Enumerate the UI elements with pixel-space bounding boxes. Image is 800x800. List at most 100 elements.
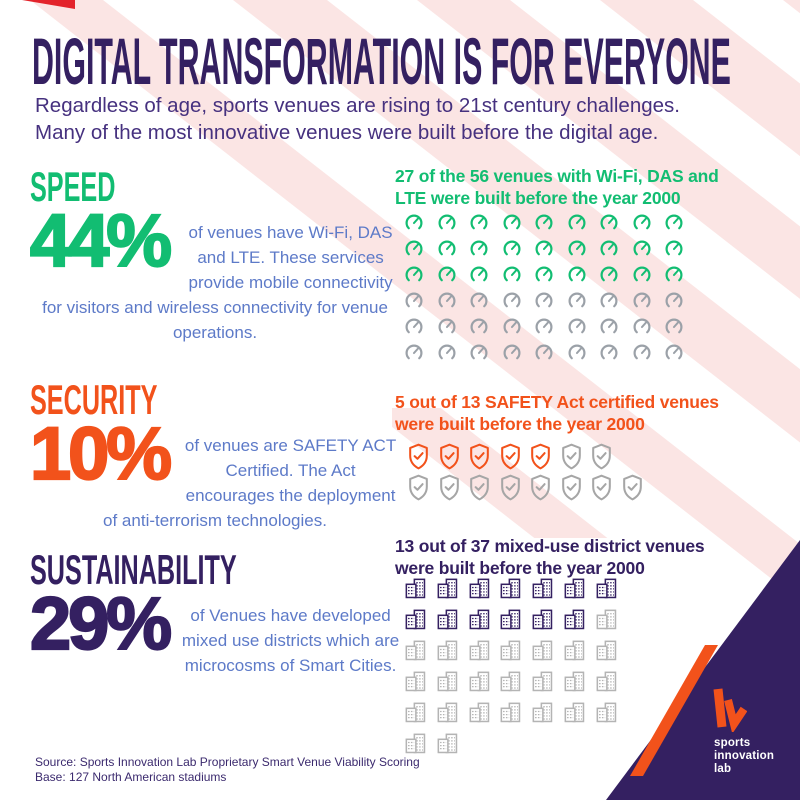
gauge-icon [567, 266, 587, 284]
building-icon [499, 671, 522, 692]
gauge-icon [502, 318, 522, 336]
building-icon [468, 609, 491, 630]
building-icon [531, 702, 554, 723]
building-icon [436, 702, 459, 723]
building-icon [563, 702, 586, 723]
gauge-icon [404, 240, 424, 258]
building-icon [404, 640, 427, 661]
gauge-icon [632, 214, 652, 232]
gauge-icon [502, 214, 522, 232]
gauge-icon [567, 344, 587, 362]
source-note: Source: Sports Innovation Lab Proprietar… [35, 755, 420, 785]
gauge-icon [469, 344, 489, 362]
gauge-icon [469, 292, 489, 310]
gauge-icon [599, 240, 619, 258]
building-icon [468, 640, 491, 661]
gauge-icon [599, 318, 619, 336]
sports-innovation-lab-logo-icon [711, 686, 748, 737]
building-icon [531, 578, 554, 599]
building-icon [595, 671, 618, 692]
building-icon [595, 578, 618, 599]
sustainability-heading: SUSTAINABILITY [30, 546, 237, 593]
red-corner-accent [22, 0, 75, 9]
gauge-icon [599, 292, 619, 310]
building-icon [436, 578, 459, 599]
gauge-icon [632, 344, 652, 362]
gauge-icon [437, 344, 457, 362]
gauge-icon [599, 266, 619, 284]
gauge-icon [534, 266, 554, 284]
building-icon [468, 578, 491, 599]
logo-line-2: innovation [714, 750, 775, 762]
gauge-icon [469, 214, 489, 232]
building-icon [499, 578, 522, 599]
shield-icon [407, 443, 430, 470]
shield-icon [590, 474, 613, 501]
shield-icon [438, 474, 461, 501]
building-icon [595, 609, 618, 630]
gauge-icon [404, 266, 424, 284]
building-icon [404, 671, 427, 692]
security-grid-caption: 5 out of 13 SAFETY Act certified venues … [395, 392, 719, 434]
gauge-icon [404, 344, 424, 362]
building-icon [404, 578, 427, 599]
shield-icon [468, 474, 491, 501]
sustainability-description: of Venues have developed mixed use distr… [181, 606, 400, 675]
gauge-icon [534, 318, 554, 336]
gauge-icon [567, 318, 587, 336]
building-icon [436, 609, 459, 630]
gauge-icon [534, 344, 554, 362]
building-icon [404, 702, 427, 723]
building-icon [563, 671, 586, 692]
shield-icon [590, 443, 613, 470]
building-icon [499, 609, 522, 630]
building-icon [563, 578, 586, 599]
logo-line-1: sports [714, 737, 751, 749]
page-subtitle: Regardless of age, sports venues are ris… [35, 92, 780, 146]
gauge-icon [404, 318, 424, 336]
shield-icon [499, 474, 522, 501]
building-icon [499, 640, 522, 661]
gauge-icon [502, 240, 522, 258]
shield-icon [438, 443, 461, 470]
subtitle-line-2: Many of the most innovative venues were … [35, 121, 659, 144]
building-icon [563, 640, 586, 661]
gauge-icon [632, 266, 652, 284]
building-icon [436, 733, 459, 754]
shield-icon [560, 443, 583, 470]
shield-icon [468, 443, 491, 470]
page-title: DIGITAL TRANSFORMATION IS FOR EVERYONE [32, 24, 731, 98]
gauge-icon [632, 318, 652, 336]
building-icon [563, 609, 586, 630]
gauge-icon [567, 240, 587, 258]
gauge-icon [664, 266, 684, 284]
building-icon [468, 702, 491, 723]
building-icon [499, 702, 522, 723]
gauge-icon [664, 240, 684, 258]
section-security: SECURITY 10% of venues are SAFETY ACT Ce… [29, 376, 400, 533]
shield-icon [560, 474, 583, 501]
security-heading: SECURITY [30, 376, 158, 423]
gauge-icon [567, 292, 587, 310]
building-icon [404, 609, 427, 630]
building-icon [436, 671, 459, 692]
speed-pictogram-grid [404, 214, 704, 374]
gauge-icon [664, 214, 684, 232]
gauge-icon [502, 344, 522, 362]
security-pictogram-grid [407, 443, 657, 513]
building-icon [436, 640, 459, 661]
shield-icon [529, 443, 552, 470]
gauge-icon [632, 292, 652, 310]
speed-percent: 44% [29, 199, 173, 282]
building-icon [531, 671, 554, 692]
building-icon [468, 671, 491, 692]
shield-icon [499, 443, 522, 470]
gauge-icon [437, 318, 457, 336]
section-sustainability: SUSTAINABILITY 29% of Venues have develo… [29, 546, 400, 678]
gauge-icon [502, 266, 522, 284]
gauge-icon [469, 240, 489, 258]
shield-icon [407, 474, 430, 501]
building-icon [531, 640, 554, 661]
gauge-icon [437, 292, 457, 310]
security-stat: 10% of venues are SAFETY ACT Certified. … [29, 415, 400, 533]
